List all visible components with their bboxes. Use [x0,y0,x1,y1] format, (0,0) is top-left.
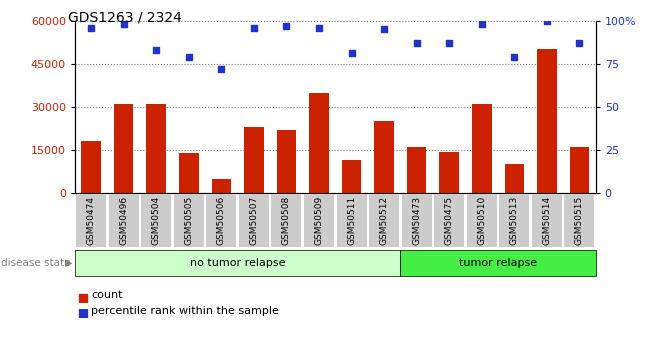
Text: GSM50512: GSM50512 [380,196,389,245]
Text: GSM50510: GSM50510 [477,196,486,245]
Text: disease state: disease state [1,258,71,268]
Text: GSM50508: GSM50508 [282,196,291,245]
Text: GSM50475: GSM50475 [445,196,454,245]
Text: GSM50474: GSM50474 [87,196,96,245]
Bar [277,130,296,193]
Point [542,18,552,23]
Bar [244,127,264,193]
Point [118,21,129,27]
Point [411,40,422,46]
Point [444,40,454,46]
Point [184,54,194,60]
Bar [570,147,589,193]
Point [477,21,487,27]
Text: GSM50511: GSM50511 [347,196,356,245]
Text: GSM50473: GSM50473 [412,196,421,245]
Text: GDS1263 / 2324: GDS1263 / 2324 [68,10,182,24]
Text: GSM50505: GSM50505 [184,196,193,245]
Point [346,51,357,56]
Bar [505,165,524,193]
Point [314,25,324,30]
Bar [342,160,361,193]
Bar [309,92,329,193]
Bar [114,104,133,193]
Bar [439,151,459,193]
Bar [407,147,426,193]
Text: ▶: ▶ [65,258,73,268]
Text: GSM50507: GSM50507 [249,196,258,245]
Text: no tumor relapse: no tumor relapse [190,258,285,268]
Text: GSM50496: GSM50496 [119,196,128,245]
Text: GSM50514: GSM50514 [542,196,551,245]
Point [86,25,96,30]
Text: GSM50506: GSM50506 [217,196,226,245]
Point [216,66,227,72]
Point [509,54,519,60]
Text: GSM50513: GSM50513 [510,196,519,245]
Text: GSM50504: GSM50504 [152,196,161,245]
Bar [179,153,199,193]
Text: GSM50509: GSM50509 [314,196,324,245]
Point [281,23,292,29]
Bar [537,49,557,193]
Text: count: count [91,290,122,300]
Bar [374,121,394,193]
Text: percentile rank within the sample: percentile rank within the sample [91,306,279,315]
Bar [146,104,166,193]
Bar [472,104,492,193]
Text: tumor relapse: tumor relapse [459,258,537,268]
Bar [81,141,101,193]
Text: GSM50515: GSM50515 [575,196,584,245]
Point [151,47,161,53]
Point [379,27,389,32]
Point [574,40,585,46]
Point [249,25,259,30]
Bar [212,179,231,193]
